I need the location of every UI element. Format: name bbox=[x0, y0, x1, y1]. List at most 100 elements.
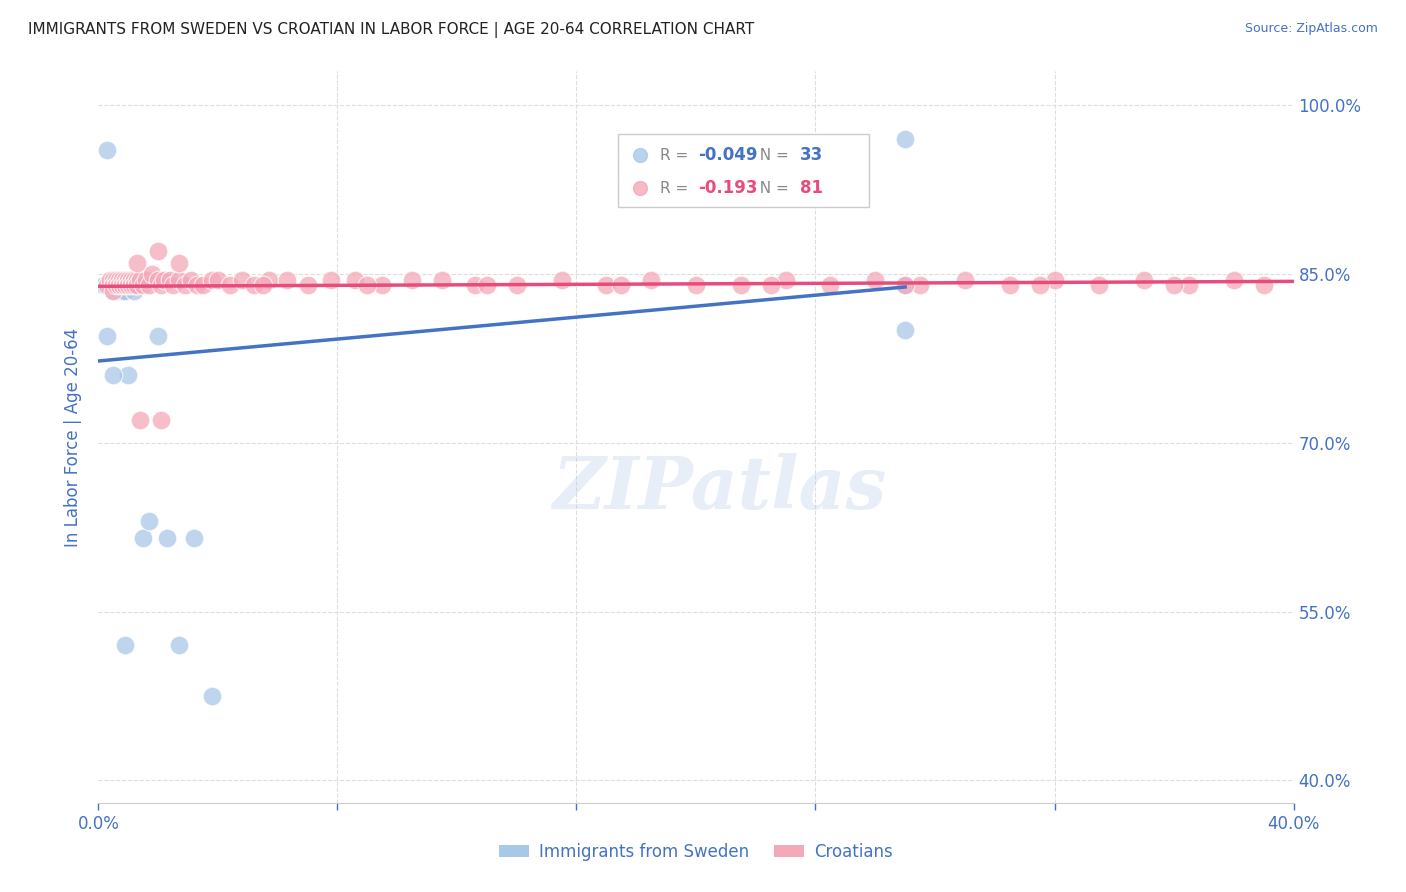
Point bbox=[430, 272, 453, 286]
Point bbox=[96, 278, 118, 293]
Text: N =: N = bbox=[749, 148, 793, 163]
Point bbox=[550, 272, 572, 286]
Point bbox=[998, 278, 1021, 293]
Point bbox=[1088, 278, 1111, 293]
Point bbox=[150, 278, 173, 293]
Point bbox=[894, 278, 917, 293]
Point bbox=[103, 284, 125, 298]
Point bbox=[124, 284, 146, 298]
Point bbox=[371, 278, 394, 293]
Point bbox=[108, 278, 131, 293]
Point bbox=[730, 278, 752, 293]
Point bbox=[117, 272, 139, 286]
Point bbox=[186, 278, 208, 293]
Point bbox=[129, 413, 152, 427]
Point bbox=[865, 272, 887, 286]
Point bbox=[297, 278, 319, 293]
Text: 33: 33 bbox=[800, 146, 823, 164]
Point bbox=[257, 272, 280, 286]
Point bbox=[111, 272, 134, 286]
Point bbox=[98, 278, 122, 293]
Text: IMMIGRANTS FROM SWEDEN VS CROATIAN IN LABOR FORCE | AGE 20-64 CORRELATION CHART: IMMIGRANTS FROM SWEDEN VS CROATIAN IN LA… bbox=[28, 22, 755, 38]
Point bbox=[114, 638, 136, 652]
Point bbox=[1133, 272, 1156, 286]
Point bbox=[108, 284, 131, 298]
Point bbox=[685, 278, 707, 293]
Point bbox=[124, 272, 146, 286]
Point bbox=[111, 272, 134, 286]
Text: -0.049: -0.049 bbox=[699, 146, 758, 164]
Point bbox=[105, 272, 128, 286]
Point bbox=[93, 278, 115, 293]
Point bbox=[127, 278, 149, 293]
Point bbox=[148, 272, 170, 286]
Point bbox=[114, 272, 136, 286]
Point bbox=[401, 272, 423, 286]
Point bbox=[595, 278, 617, 293]
Point bbox=[98, 278, 122, 293]
Point bbox=[108, 272, 131, 286]
Point bbox=[344, 272, 367, 286]
Point bbox=[475, 278, 498, 293]
Point bbox=[219, 278, 242, 293]
Point bbox=[356, 278, 378, 293]
Point bbox=[150, 413, 173, 427]
Y-axis label: In Labor Force | Age 20-64: In Labor Force | Age 20-64 bbox=[63, 327, 82, 547]
Point bbox=[610, 278, 633, 293]
Point bbox=[162, 278, 184, 293]
Point bbox=[111, 278, 134, 293]
Point bbox=[127, 278, 149, 293]
Point bbox=[127, 255, 149, 269]
Point bbox=[820, 278, 842, 293]
Text: -0.193: -0.193 bbox=[699, 179, 758, 197]
Point bbox=[167, 255, 190, 269]
Point bbox=[117, 278, 139, 293]
Point bbox=[114, 278, 136, 293]
Point bbox=[180, 272, 202, 286]
Point bbox=[120, 272, 142, 286]
Point bbox=[231, 272, 253, 286]
Point bbox=[108, 272, 131, 286]
Legend: Immigrants from Sweden, Croatians: Immigrants from Sweden, Croatians bbox=[492, 837, 900, 868]
Text: Source: ZipAtlas.com: Source: ZipAtlas.com bbox=[1244, 22, 1378, 36]
Point bbox=[759, 278, 782, 293]
Point bbox=[124, 278, 146, 293]
Text: R =: R = bbox=[661, 148, 693, 163]
Point bbox=[894, 323, 917, 337]
Point bbox=[114, 284, 136, 298]
Point bbox=[153, 272, 176, 286]
Point bbox=[105, 278, 128, 293]
Point bbox=[98, 272, 122, 286]
Point bbox=[96, 143, 118, 157]
Point bbox=[894, 132, 917, 146]
Point bbox=[103, 272, 125, 286]
Point bbox=[120, 278, 142, 293]
Point bbox=[1178, 278, 1201, 293]
Point bbox=[111, 284, 134, 298]
Point bbox=[138, 278, 160, 293]
Point bbox=[103, 278, 125, 293]
Point bbox=[464, 278, 486, 293]
Point bbox=[135, 272, 157, 286]
Point bbox=[96, 328, 118, 343]
Point bbox=[640, 272, 662, 286]
Point bbox=[321, 272, 343, 286]
Text: N =: N = bbox=[749, 181, 793, 196]
Point bbox=[908, 278, 931, 293]
Point bbox=[156, 532, 179, 546]
Point bbox=[167, 272, 190, 286]
Point bbox=[201, 689, 224, 703]
Point bbox=[117, 368, 139, 383]
Point bbox=[159, 272, 181, 286]
Point bbox=[775, 272, 797, 286]
Point bbox=[132, 532, 155, 546]
Point bbox=[174, 278, 197, 293]
Point bbox=[103, 284, 125, 298]
Point bbox=[127, 272, 149, 286]
FancyBboxPatch shape bbox=[619, 134, 869, 207]
Point bbox=[138, 515, 160, 529]
Text: R =: R = bbox=[661, 181, 693, 196]
Point bbox=[276, 272, 298, 286]
Point bbox=[1043, 272, 1066, 286]
Point bbox=[105, 278, 128, 293]
